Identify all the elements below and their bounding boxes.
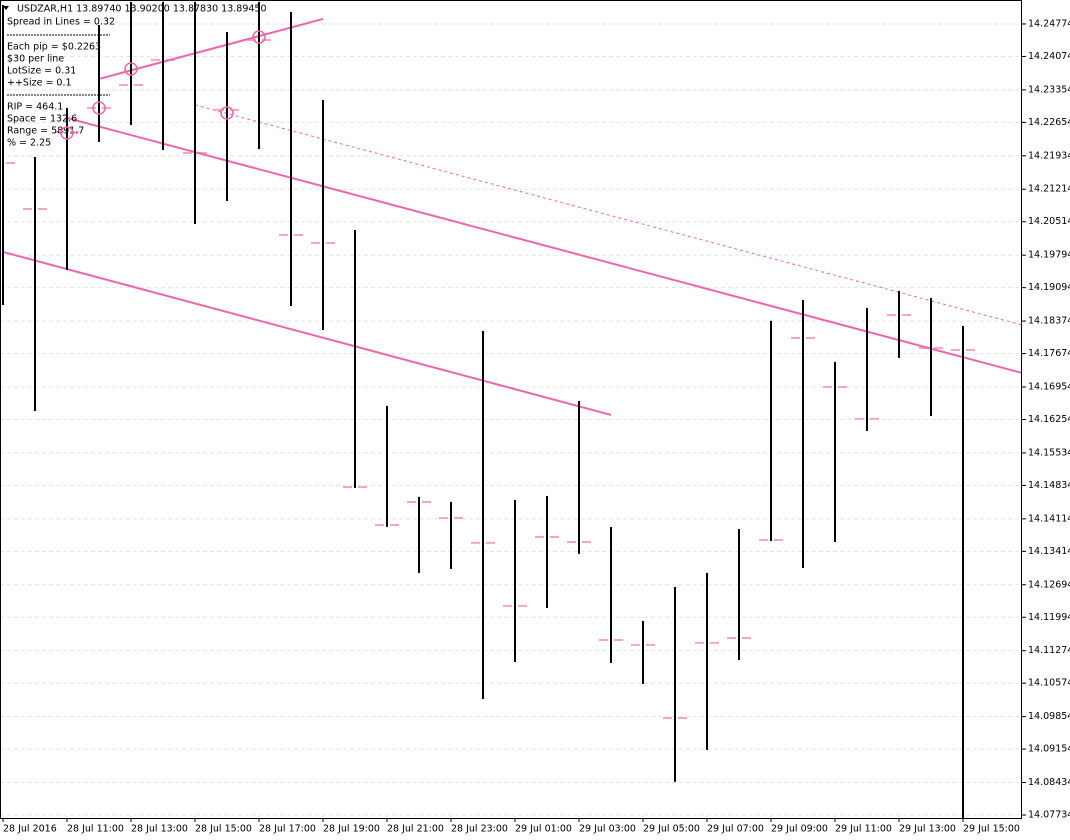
y-tick-label: 14.20514: [1028, 216, 1070, 227]
info-line: Spread in Lines = 0.32: [7, 17, 115, 28]
y-tick-label: 14.14834: [1028, 480, 1070, 491]
marker: [252, 30, 266, 44]
x-tick-label: 28 Jul 11:00: [67, 824, 124, 835]
x-tick-label: 28 Jul 21:00: [387, 824, 444, 835]
plot-frame: [0, 0, 1022, 819]
y-tick-label: 14.21934: [1028, 150, 1070, 161]
marker: [92, 101, 106, 115]
trend-line: [194, 104, 1023, 326]
y-tick-label: 14.19094: [1028, 282, 1070, 293]
y-tick-label: 14.11994: [1028, 612, 1070, 623]
y-tick-label: 14.18374: [1028, 316, 1070, 327]
y-tick-label: 14.24074: [1028, 51, 1070, 62]
x-tick-label: 29 Jul 13:00: [899, 824, 956, 835]
marker: [60, 126, 74, 140]
x-tick-label: 29 Jul 11:00: [835, 824, 892, 835]
symbol-line: USDZAR,H1 13.89740 13.90200 13.87830 13.…: [17, 4, 267, 15]
y-tick-label: 14.10574: [1028, 678, 1070, 689]
object-markers: [60, 30, 266, 140]
x-tick-label: 28 Jul 19:00: [323, 824, 380, 835]
y-tick-label: 14.07734: [1028, 810, 1070, 821]
info-line: ++Size = 0.1: [7, 78, 72, 89]
y-tick-label: 14.16954: [1028, 381, 1070, 392]
info-line: Each pip = $0.2263: [7, 42, 101, 53]
x-tick-label: 29 Jul 09:00: [771, 824, 828, 835]
info-line: % = 2.25: [7, 138, 51, 149]
y-tick-label: 14.13414: [1028, 546, 1070, 557]
menu-arrow: [3, 6, 9, 10]
marker: [124, 62, 138, 76]
y-tick-label: 14.14114: [1028, 513, 1070, 524]
x-tick-label: 29 Jul 03:00: [579, 824, 636, 835]
info-line: Space = 132.6: [7, 114, 77, 125]
x-tick-label: 29 Jul 07:00: [707, 824, 764, 835]
info-line: LotSize = 0.31: [7, 66, 76, 77]
x-tick-label: 29 Jul 15:00: [963, 824, 1020, 835]
y-tick-label: 14.12694: [1028, 579, 1070, 590]
info-line: RIP = 464.1: [7, 102, 63, 113]
x-tick-label: 29 Jul 05:00: [643, 824, 700, 835]
y-tick-label: 14.24774: [1028, 18, 1070, 29]
y-tick-label: 14.22654: [1028, 117, 1070, 128]
y-tick-label: 14.19794: [1028, 250, 1070, 261]
x-tick-label: 28 Jul 2016: [3, 824, 57, 835]
y-tick-label: 14.15534: [1028, 447, 1070, 458]
y-tick-label: 14.16254: [1028, 414, 1070, 425]
grid: [0, 23, 1022, 816]
info-line: Range = 5891.7: [7, 126, 84, 137]
y-tick-label: 14.23354: [1028, 84, 1070, 95]
y-tick-label: 14.17674: [1028, 348, 1070, 359]
x-tick-label: 28 Jul 17:00: [259, 824, 316, 835]
info-line: $30 per line: [7, 54, 64, 65]
y-tick-label: 14.21214: [1028, 184, 1070, 195]
y-tick-label: 14.11274: [1028, 645, 1070, 656]
y-tick-label: 14.08434: [1028, 777, 1070, 788]
y-tick-label: 14.09154: [1028, 744, 1070, 755]
info-panel: USDZAR,H1 13.89740 13.90200 13.87830 13.…: [3, 4, 267, 149]
x-tick-label: 28 Jul 23:00: [451, 824, 508, 835]
x-tick-label: 28 Jul 13:00: [131, 824, 188, 835]
x-tick-label: 28 Jul 15:00: [195, 824, 252, 835]
y-tick-label: 14.09854: [1028, 711, 1070, 722]
trend-line: [2, 250, 612, 416]
x-tick-label: 29 Jul 01:00: [515, 824, 572, 835]
marker: [220, 106, 234, 120]
